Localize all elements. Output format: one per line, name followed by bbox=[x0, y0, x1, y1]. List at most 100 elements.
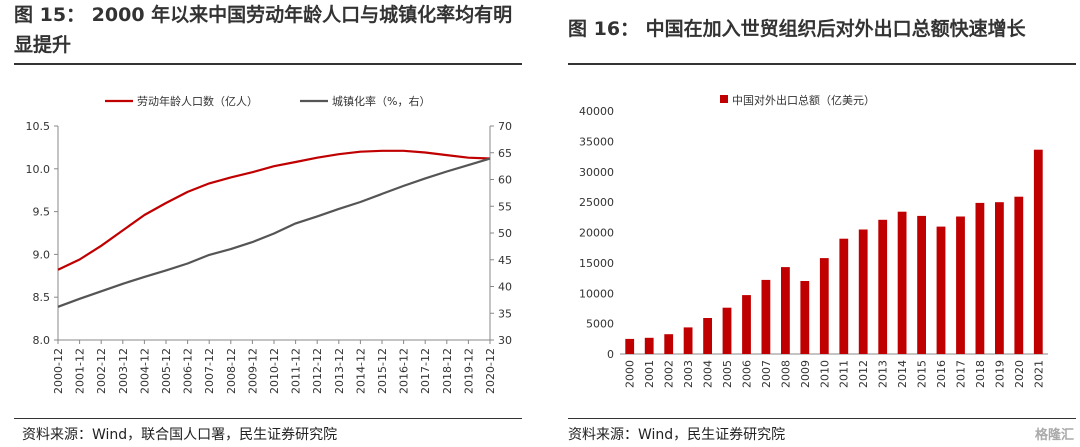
x-tick-label: 2000-12 bbox=[52, 348, 65, 394]
x-tick-label: 2014-12 bbox=[354, 348, 367, 394]
bar bbox=[956, 216, 965, 354]
left-title-rule bbox=[14, 63, 522, 65]
bar bbox=[1033, 149, 1043, 354]
bar bbox=[975, 202, 985, 354]
x-tick-label: 2013-12 bbox=[333, 348, 346, 394]
legend-label: 中国对外出口总额（亿美元） bbox=[732, 93, 875, 107]
series-line-working-age-population bbox=[57, 149, 491, 271]
right-figure-panel: 图 16： 中国在加入世贸组织后对外出口总额快速增长 0 5000 10000 150… bbox=[562, 0, 1080, 447]
y-tick-label: 40000 bbox=[579, 105, 614, 118]
bar bbox=[995, 202, 1004, 354]
x-tick-label: 2016-12 bbox=[398, 348, 411, 394]
x-tick-label: 2007 bbox=[760, 360, 773, 388]
right-y-tick-label: 35 bbox=[498, 307, 512, 320]
x-tick-label: 2001-12 bbox=[74, 348, 87, 394]
left-y-tick-label: 10.5 bbox=[26, 120, 51, 133]
x-tick-label: 2016 bbox=[935, 360, 948, 388]
x-tick-label: 2012-12 bbox=[311, 348, 324, 394]
y-tick-label: 10000 bbox=[579, 287, 614, 300]
bar bbox=[897, 211, 907, 354]
bar bbox=[742, 295, 751, 354]
right-y-tick-label: 60 bbox=[498, 174, 512, 187]
x-tick-label: 2015-12 bbox=[376, 348, 389, 394]
y-tick-label: 20000 bbox=[579, 227, 614, 240]
x-tick-label: 2017 bbox=[954, 360, 967, 388]
x-tick-label: 2008 bbox=[779, 360, 792, 388]
x-tick-label: 2004 bbox=[702, 360, 715, 388]
y-tick-label: 25000 bbox=[579, 196, 614, 209]
right-source-note: 资料来源：Wind，民生证券研究院 bbox=[568, 427, 786, 443]
bar bbox=[664, 334, 674, 354]
bar bbox=[858, 229, 868, 354]
y-tick-label: 15000 bbox=[579, 257, 614, 270]
x-tick-label: 2007-12 bbox=[203, 348, 216, 394]
y-tick-label: 30000 bbox=[579, 166, 614, 179]
x-tick-label: 2018 bbox=[974, 360, 987, 388]
right-bar-chart: 0 5000 10000 15000 20000 25000 30000 35000 40000… bbox=[579, 93, 1048, 388]
legend-label: 城镇化率（%，右） bbox=[332, 94, 430, 108]
x-tick-label: 2011-12 bbox=[290, 348, 303, 394]
x-tick-label: 2011 bbox=[838, 360, 851, 388]
right-y-tick-label: 30 bbox=[498, 334, 512, 347]
right-y-tick-label: 40 bbox=[498, 281, 512, 294]
watermark-logo: 格隆汇 bbox=[1034, 428, 1074, 443]
x-tick-label: 2010-12 bbox=[268, 348, 281, 394]
x-tick-label: 2006 bbox=[740, 360, 753, 388]
left-line-chart: 8.0 8.5 9.0 9.5 10.0 10.5 30 35 40 45 50 55 60 65 70 20… bbox=[26, 94, 513, 394]
x-tick-label: 2000 bbox=[624, 360, 637, 388]
x-tick-label: 2018-12 bbox=[441, 348, 454, 394]
x-tick-label: 2020 bbox=[1013, 360, 1026, 388]
x-tick-label: 2013 bbox=[877, 360, 890, 388]
left-bottom-rule bbox=[14, 418, 522, 419]
right-figure-title: 图 16： 中国在加入世贸组织后对外出口总额快速增长 bbox=[568, 18, 1026, 40]
left-y-tick-label: 8.5 bbox=[33, 291, 51, 304]
y-tick-label: 35000 bbox=[579, 135, 614, 148]
bar bbox=[1014, 196, 1024, 354]
x-tick-label: 2009 bbox=[799, 360, 812, 388]
bar bbox=[644, 337, 654, 354]
x-tick-label: 2014 bbox=[896, 360, 909, 388]
left-y-tick-label: 10.0 bbox=[26, 163, 51, 176]
right-y-tick-label: 55 bbox=[498, 200, 512, 213]
right-y-tick-label: 50 bbox=[498, 227, 512, 240]
bar bbox=[917, 215, 926, 354]
y-tick-label: 5000 bbox=[586, 318, 614, 331]
bar bbox=[722, 307, 732, 354]
bar bbox=[839, 238, 849, 354]
x-tick-label: 2002-12 bbox=[95, 348, 108, 394]
x-tick-label: 2017-12 bbox=[419, 348, 432, 394]
x-tick-label: 2019-12 bbox=[462, 348, 475, 394]
x-tick-label: 2020-12 bbox=[484, 348, 497, 394]
bar bbox=[781, 267, 790, 354]
left-y-tick-label: 9.5 bbox=[33, 206, 51, 219]
x-tick-label: 2010 bbox=[818, 360, 831, 388]
x-tick-label: 2021 bbox=[1032, 360, 1045, 388]
x-tick-label: 2002 bbox=[663, 360, 676, 388]
right-y-tick-label: 65 bbox=[498, 147, 512, 160]
bar bbox=[761, 279, 771, 354]
x-tick-label: 2006-12 bbox=[182, 348, 195, 394]
x-tick-label: 2005-12 bbox=[160, 348, 173, 394]
series-line-urbanization-rate bbox=[57, 157, 491, 308]
x-tick-label: 2003-12 bbox=[117, 348, 130, 394]
x-tick-label: 2012 bbox=[857, 360, 870, 388]
left-y-tick-label: 9.0 bbox=[33, 248, 51, 261]
x-tick-label: 2003 bbox=[682, 360, 695, 388]
right-bottom-rule bbox=[568, 418, 1076, 419]
left-figure-panel: 图 15： 2000 年以来中国劳动年龄人口与城镇化率均有明显提升 8.0 8.5… bbox=[0, 0, 530, 447]
left-y-tick-label: 8.0 bbox=[33, 334, 51, 347]
x-tick-label: 2015 bbox=[916, 360, 929, 388]
x-tick-label: 2008-12 bbox=[225, 348, 238, 394]
bar bbox=[683, 327, 693, 354]
bar bbox=[878, 219, 888, 354]
bar bbox=[625, 338, 635, 354]
bar bbox=[819, 258, 829, 354]
left-source-note: 资料来源：Wind，联合国人口署，民生证券研究院 bbox=[22, 427, 338, 443]
bar bbox=[936, 226, 946, 354]
x-tick-label: 2004-12 bbox=[138, 348, 151, 394]
right-title-rule bbox=[568, 63, 1076, 65]
x-tick-label: 2001 bbox=[643, 360, 656, 388]
x-tick-label: 2005 bbox=[721, 360, 734, 388]
bar bbox=[800, 281, 810, 354]
legend-label: 劳动年龄人口数（亿人） bbox=[137, 94, 258, 108]
